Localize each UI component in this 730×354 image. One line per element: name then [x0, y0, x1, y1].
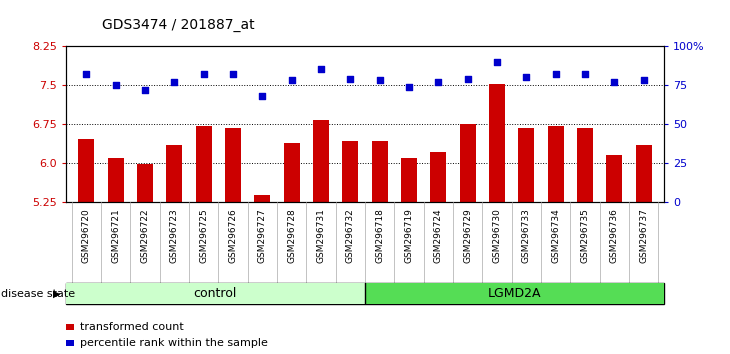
Bar	[283, 143, 300, 202]
Text: GSM296723: GSM296723	[170, 208, 179, 263]
Bar	[365, 283, 664, 304]
Text: GSM296718: GSM296718	[375, 208, 384, 263]
Bar	[107, 158, 123, 202]
Text: GSM296732: GSM296732	[346, 208, 355, 263]
Bar	[313, 120, 329, 202]
Text: percentile rank within the sample: percentile rank within the sample	[80, 338, 268, 348]
Text: GSM296733: GSM296733	[522, 208, 531, 263]
Bar	[577, 127, 593, 202]
Point	[462, 76, 474, 81]
Bar	[489, 84, 505, 202]
Point	[374, 78, 385, 83]
Point	[286, 78, 298, 83]
Bar	[66, 283, 365, 304]
Point	[432, 79, 444, 85]
Point	[403, 84, 415, 89]
Bar	[518, 127, 534, 202]
Bar	[607, 155, 623, 202]
Point	[80, 71, 92, 77]
Point	[169, 79, 180, 85]
Text: GSM296726: GSM296726	[228, 208, 237, 263]
Text: GSM296724: GSM296724	[434, 208, 443, 263]
Text: GSM296728: GSM296728	[287, 208, 296, 263]
Text: disease state: disease state	[1, 289, 76, 299]
Bar	[636, 145, 652, 202]
Text: GSM296722: GSM296722	[140, 208, 150, 263]
Point	[520, 74, 532, 80]
Bar	[78, 139, 94, 202]
Text: GSM296729: GSM296729	[464, 208, 472, 263]
Text: GSM296727: GSM296727	[258, 208, 266, 263]
Text: GSM296721: GSM296721	[111, 208, 120, 263]
Bar	[254, 195, 270, 202]
Bar	[548, 126, 564, 202]
Point	[198, 71, 210, 77]
Text: GSM296737: GSM296737	[639, 208, 648, 263]
Text: GSM296730: GSM296730	[493, 208, 502, 263]
Bar	[342, 141, 358, 202]
Text: GSM296735: GSM296735	[580, 208, 590, 263]
Point	[315, 67, 327, 72]
Text: GSM296719: GSM296719	[404, 208, 413, 263]
Point	[579, 71, 591, 77]
Point	[638, 78, 650, 83]
Text: GSM296736: GSM296736	[610, 208, 619, 263]
Point	[550, 71, 561, 77]
Text: LGMD2A: LGMD2A	[488, 287, 542, 300]
Point	[227, 71, 239, 77]
Bar	[196, 126, 212, 202]
Text: transformed count: transformed count	[80, 322, 184, 332]
Text: GSM296731: GSM296731	[317, 208, 326, 263]
Point	[110, 82, 121, 88]
Bar	[372, 141, 388, 202]
Point	[345, 76, 356, 81]
Text: GSM296734: GSM296734	[551, 208, 560, 263]
Bar	[460, 124, 476, 202]
Text: control: control	[193, 287, 237, 300]
Text: GSM296720: GSM296720	[82, 208, 91, 263]
Bar	[430, 153, 447, 202]
Point	[609, 79, 620, 85]
Bar	[66, 340, 74, 346]
Point	[256, 93, 268, 99]
Text: ▶: ▶	[53, 289, 61, 299]
Bar	[66, 324, 74, 330]
Point	[491, 59, 503, 64]
Bar	[225, 127, 241, 202]
Bar	[166, 145, 182, 202]
Text: GSM296725: GSM296725	[199, 208, 208, 263]
Bar	[401, 158, 417, 202]
Bar	[137, 164, 153, 202]
Text: GDS3474 / 201887_at: GDS3474 / 201887_at	[102, 18, 255, 32]
Point	[139, 87, 151, 92]
